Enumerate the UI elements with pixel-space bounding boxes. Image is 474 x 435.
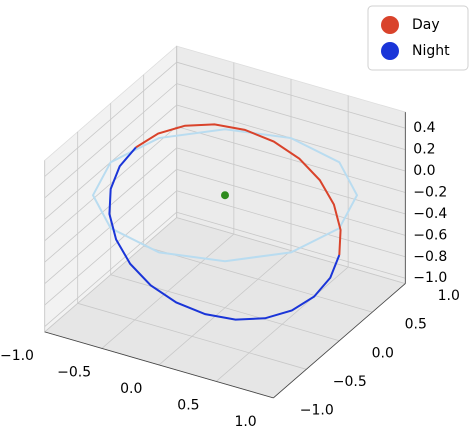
z-tick-label: −0.4 bbox=[413, 206, 447, 222]
x-axis-line bbox=[44, 331, 274, 399]
z-tick-label: −0.2 bbox=[413, 184, 447, 200]
grid-line bbox=[176, 211, 406, 279]
z-tick-label: 0.0 bbox=[413, 163, 435, 179]
legend-label: Day bbox=[412, 17, 440, 33]
grid-line bbox=[176, 126, 406, 193]
grid-line bbox=[44, 211, 177, 327]
orbit-line bbox=[108, 146, 341, 321]
z-tick-label: 0.2 bbox=[413, 142, 435, 158]
orbit-line bbox=[135, 123, 342, 256]
point bbox=[221, 191, 229, 200]
grid-line bbox=[44, 83, 177, 199]
grid-line bbox=[44, 126, 177, 242]
grid-line bbox=[176, 61, 406, 129]
grid-line bbox=[110, 274, 340, 342]
x-tick-label: −1.0 bbox=[0, 348, 34, 364]
grid-line bbox=[143, 245, 373, 313]
x-tick-label: 0.5 bbox=[177, 397, 199, 413]
grid-line bbox=[176, 190, 406, 258]
grid-line bbox=[77, 302, 307, 370]
grid-line bbox=[44, 61, 177, 177]
legend-box bbox=[367, 5, 469, 71]
grid-line bbox=[176, 217, 406, 284]
x-tick-label: 1.0 bbox=[234, 414, 256, 430]
z-tick-label: −0.8 bbox=[413, 249, 447, 265]
legend-label: Night bbox=[412, 43, 450, 59]
y-axis-line bbox=[273, 283, 406, 399]
legend-marker bbox=[381, 42, 399, 60]
z-tick-label: 0.4 bbox=[413, 120, 435, 136]
x-tick-label: −0.5 bbox=[57, 364, 91, 380]
equator-line bbox=[91, 128, 359, 263]
grid-line bbox=[176, 147, 406, 215]
grid-line bbox=[176, 168, 406, 236]
y-tick-label: 1.0 bbox=[438, 288, 460, 304]
z-tick-label: −1.0 bbox=[413, 270, 447, 286]
y-tick-label: −0.5 bbox=[333, 374, 367, 390]
y-tick-label: 0.5 bbox=[405, 317, 427, 333]
y-tick-label: 0.0 bbox=[372, 345, 394, 361]
legend-marker bbox=[381, 16, 399, 34]
grid-line bbox=[44, 190, 177, 306]
z-tick-label: −0.6 bbox=[413, 227, 447, 243]
y-tick-label: −1.0 bbox=[300, 402, 334, 418]
x-tick-label: 0.0 bbox=[120, 381, 142, 397]
grid-line bbox=[176, 83, 406, 151]
